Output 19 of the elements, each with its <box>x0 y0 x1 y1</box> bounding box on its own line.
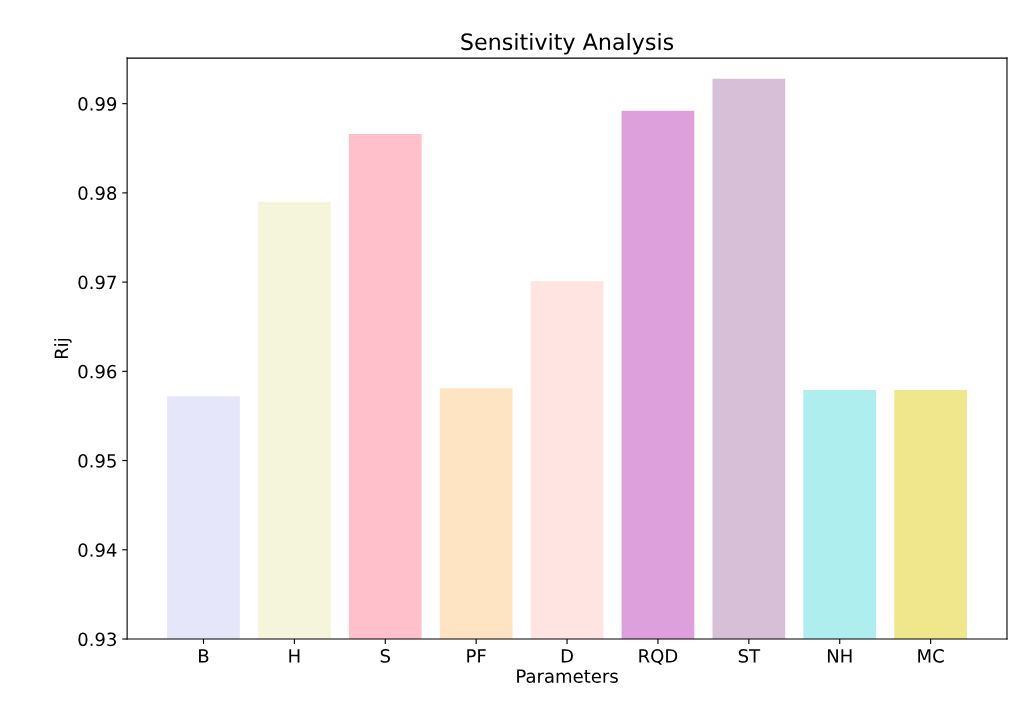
x-axis-title: Parameters <box>517 669 618 683</box>
x-tick-label: H <box>289 649 300 663</box>
y-axis-title: Rij <box>54 338 72 359</box>
y-tick-label: 0.93 <box>78 632 116 647</box>
y-tick-label: 0.95 <box>78 454 116 468</box>
x-tick-label: NH <box>827 649 852 663</box>
y-tick-label: 0.97 <box>78 275 116 290</box>
chart-title: Sensitivity Analysis <box>461 32 674 55</box>
x-tick-label: ST <box>738 649 761 663</box>
y-tick-label: 0.94 <box>78 543 117 557</box>
x-tick-label: D <box>561 649 573 663</box>
x-tick-label: S <box>380 649 390 663</box>
x-tick-label: MC <box>918 649 944 663</box>
y-tick-label: 0.96 <box>78 364 117 379</box>
y-tick-label: 0.99 <box>78 97 117 111</box>
x-tick-label: B <box>199 649 209 663</box>
x-tick-label: PF <box>467 649 486 663</box>
y-tick-label: 0.98 <box>78 186 117 201</box>
x-tick-label: RQD <box>639 649 678 665</box>
